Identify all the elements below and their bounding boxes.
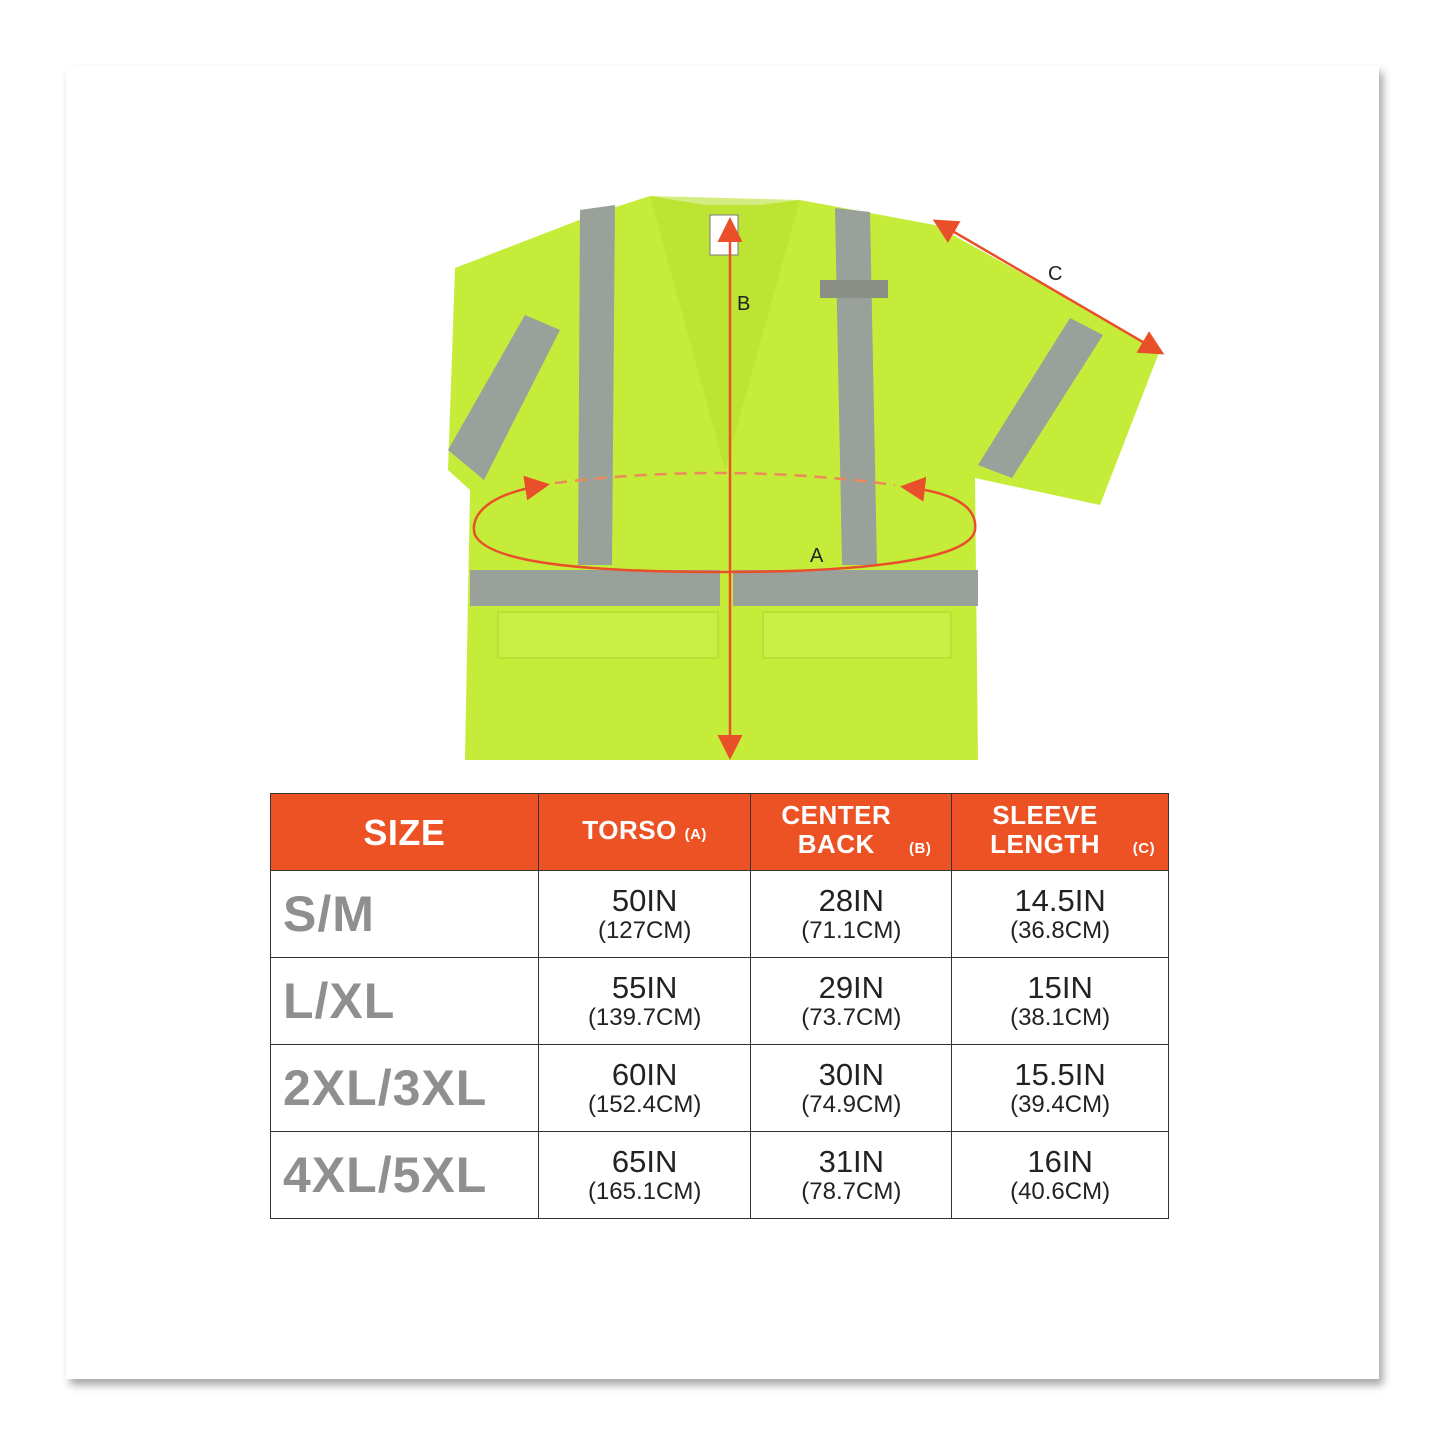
- table-row: L/XL 55IN (139.7CM) 29IN (73.7CM) 15IN (38.…: [270, 957, 1169, 1045]
- center-back-cell: 29IN (73.7CM): [750, 957, 953, 1045]
- torso-cell: 65IN (165.1CM): [537, 1131, 752, 1219]
- center-back-cell: 30IN (74.9CM): [750, 1044, 953, 1132]
- torso-cell: 50IN (127CM): [537, 870, 752, 958]
- sleeve-length-arrow: [932, 219, 1165, 355]
- table-row: S/M 50IN (127CM) 28IN (71.1CM) 14.5IN (36.8…: [270, 870, 1169, 958]
- table-row: 4XL/5XL 65IN (165.1CM) 31IN (78.7CM) 16IN(…: [270, 1131, 1169, 1219]
- size-cell: 2XL/3XL: [270, 1044, 539, 1132]
- label-b: B: [737, 293, 750, 315]
- sleeve-cell: 15IN (38.1CM): [951, 957, 1169, 1045]
- torso-ellipse: [472, 475, 977, 574]
- table-row: 2XL/3XL 60IN (152.4CM) 30IN (74.9CM) 15.5I…: [270, 1044, 1169, 1132]
- sleeve-cell: 14.5IN (36.8CM): [951, 870, 1169, 958]
- header-sleeve-length: SLEEVE LENGTH (C): [951, 793, 1169, 871]
- header-center-back: CENTER BACK (B): [750, 793, 953, 871]
- table-header-row: SIZE TORSO (A) CENTER BACK (B) SLEEVE LE…: [270, 793, 1169, 871]
- size-cell: 4XL/5XL: [270, 1131, 539, 1219]
- size-chart-table: SIZE TORSO (A) CENTER BACK (B) SLEEVE LE…: [270, 793, 1169, 1219]
- center-back-cell: 31IN (78.7CM): [750, 1131, 953, 1219]
- torso-cell: 60IN (152.4CM): [537, 1044, 752, 1132]
- header-size: SIZE: [270, 793, 539, 871]
- sleeve-cell: 15.5IN (39.4CM): [951, 1044, 1169, 1132]
- sleeve-cell: 16IN (40.6CM): [951, 1131, 1169, 1219]
- center-back-cell: 28IN (71.1CM): [750, 870, 953, 958]
- size-cell: L/XL: [270, 957, 539, 1045]
- header-torso: TORSO (A): [537, 793, 752, 871]
- label-c: C: [1048, 263, 1062, 285]
- label-a: A: [810, 545, 824, 567]
- torso-ellipse-back: [554, 471, 896, 487]
- torso-cell: 55IN (139.7CM): [537, 957, 752, 1045]
- size-cell: S/M: [270, 870, 539, 958]
